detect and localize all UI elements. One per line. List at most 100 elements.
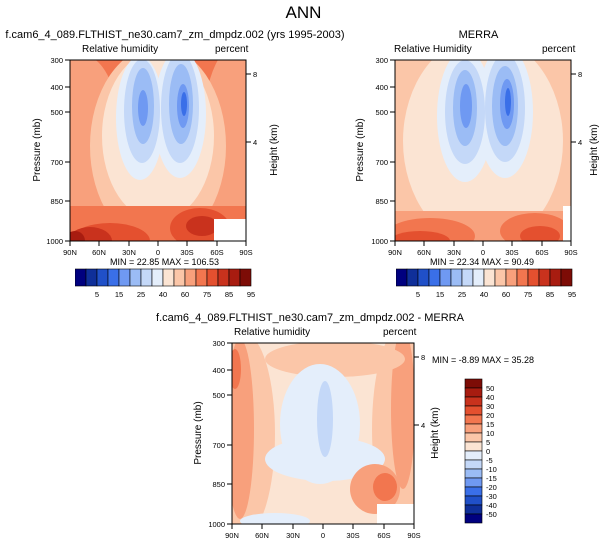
panel1-ytick: 300 <box>50 56 63 65</box>
colorbar-rh-label: 85 <box>225 290 233 299</box>
panel3-xtick: 60N <box>255 531 269 540</box>
colorbar-rh-difference-label: 5 <box>486 438 490 447</box>
colorbar-rh-difference-label: 50 <box>486 384 494 393</box>
panel3-height-tick: 8 <box>421 353 425 362</box>
panel3-units-label: percent <box>383 327 417 338</box>
panel3-xtick: 0 <box>321 531 325 540</box>
panel1-xtick: 30S <box>180 248 193 257</box>
panel1-ylabel-right: Height (km) <box>269 124 280 176</box>
panel2-height-tick: 4 <box>578 138 582 147</box>
colorbar-rh-label: 40 <box>159 290 167 299</box>
colorbar-rh-swatch <box>96 268 109 287</box>
colorbar-rh-label: 75 <box>203 290 211 299</box>
panel2-ytick: 500 <box>375 108 388 117</box>
panel1-units-label: percent <box>215 44 249 55</box>
panel1-xtick: 30N <box>122 248 136 257</box>
panel1-variable-label: Relative humidity <box>82 44 159 55</box>
colorbar-rh-swatch <box>107 268 120 287</box>
colorbar-rh-swatch <box>206 268 219 287</box>
colorbar-rh-swatch <box>228 268 241 287</box>
colorbar-rh-merra-swatch <box>549 268 562 287</box>
panel3-xtick: 90N <box>225 531 239 540</box>
panel3-height-tick: 4 <box>421 421 425 430</box>
panel2-height-tick: 8 <box>578 70 582 79</box>
panel3-ylabel-right: Height (km) <box>430 407 441 459</box>
figure-title: ANN <box>285 3 322 22</box>
colorbar-rh-merra-swatch <box>505 268 518 287</box>
colorbar-rh-merra-swatch <box>516 268 529 287</box>
panel3-variable-label: Relative humidity <box>234 327 311 338</box>
panel3-xtick: 30S <box>346 531 359 540</box>
panel1-height-tick: 8 <box>253 70 257 79</box>
panel3-ytick: 400 <box>212 366 225 375</box>
colorbar-rh-difference-swatch <box>464 459 483 470</box>
colorbar-rh-merra-swatch <box>472 268 485 287</box>
panel2-units-label: percent <box>542 44 576 55</box>
panel2-ytick: 700 <box>375 158 388 167</box>
colorbar-rh-difference-swatch <box>464 432 483 443</box>
panel2-title: MERRA <box>458 29 499 41</box>
colorbar-rh-label: 5 <box>95 290 99 299</box>
colorbar-rh-merra: 5 15 25 40 60 75 85 95 <box>396 268 576 299</box>
colorbar-rh-label: 25 <box>137 290 145 299</box>
panel2-xtick: 60N <box>417 248 431 257</box>
colorbar-rh-merra-label: 25 <box>458 290 466 299</box>
colorbar-rh-merra-label: 95 <box>568 290 576 299</box>
colorbar-rh-difference-label: 0 <box>486 447 490 456</box>
panel2-xtick: 0 <box>481 248 485 257</box>
colorbar-rh-difference-label: -30 <box>486 492 497 501</box>
colorbar-rh-difference-label: 30 <box>486 402 494 411</box>
panel2-xtick: 30N <box>447 248 461 257</box>
colorbar-rh-swatch <box>118 268 131 287</box>
colorbar-rh-swatch <box>85 268 98 287</box>
panel3-title: f.cam6_4_089.FLTHIST_ne30.cam7_zm_dmpdz.… <box>156 312 464 324</box>
colorbar-rh-difference-swatch <box>464 423 483 434</box>
panel3-stats: MIN = -8.89 MAX = 35.28 <box>432 355 535 365</box>
colorbar-rh-merra-swatch <box>483 268 496 287</box>
panel3-xtick: 90S <box>407 531 420 540</box>
colorbar-rh-swatch <box>239 268 252 287</box>
panel2-xtick: 30S <box>505 248 518 257</box>
colorbar-rh-difference-label: 20 <box>486 411 494 420</box>
panel1-ytick: 1000 <box>46 237 63 246</box>
colorbar-rh-merra-label: 40 <box>480 290 488 299</box>
colorbar-rh-merra-label: 15 <box>436 290 444 299</box>
colorbar-rh-swatch <box>217 268 230 287</box>
colorbar-rh-merra-swatch <box>538 268 551 287</box>
panel2-variable-label: Relative Humidity <box>394 44 472 55</box>
colorbar-rh-difference-swatch <box>464 387 483 398</box>
panel2-xtick: 90S <box>564 248 577 257</box>
panel2-plot: 300 400 500 700 850 1000 8 4 90N 60N 30N… <box>355 56 600 257</box>
panel1-xtick: 90S <box>239 248 252 257</box>
colorbar-rh-difference-swatch <box>464 405 483 416</box>
colorbar-rh-difference-label: -50 <box>486 510 497 519</box>
panel3-plot: 300 400 500 700 850 1000 8 4 90N 60N 30N… <box>193 339 441 540</box>
colorbar-rh-label: 15 <box>115 290 123 299</box>
colorbar-rh-merra-swatch <box>406 268 419 287</box>
colorbar-rh-merra-swatch <box>428 268 441 287</box>
colorbar-rh-difference-swatch <box>464 441 483 452</box>
panel1-ytick: 500 <box>50 108 63 117</box>
panel3-ylabel: Pressure (mb) <box>193 401 204 464</box>
colorbar-rh-swatch <box>151 268 164 287</box>
colorbar-rh-difference-swatch <box>464 504 483 515</box>
panel1-xtick: 0 <box>156 248 160 257</box>
panel1-height-tick: 4 <box>253 138 257 147</box>
panel1-xtick: 60N <box>92 248 106 257</box>
colorbar-rh-difference-label: 10 <box>486 429 494 438</box>
panel1-stats: MIN = 22.85 MAX = 106.53 <box>110 257 220 267</box>
colorbar-rh-merra-label: 5 <box>416 290 420 299</box>
colorbar-rh-difference-swatch <box>464 468 483 479</box>
colorbar-rh-difference-label: -10 <box>486 465 497 474</box>
colorbar-rh-swatch <box>75 268 87 287</box>
panel2-ylabel-right: Height (km) <box>589 124 600 176</box>
panel3-ytick: 700 <box>212 441 225 450</box>
colorbar-rh-difference-swatch <box>464 396 483 407</box>
panel1-xtick: 90N <box>63 248 77 257</box>
panel1-title: f.cam6_4_089.FLTHIST_ne30.cam7_zm_dmpdz.… <box>5 29 345 41</box>
colorbar-rh-difference-label: -5 <box>486 456 493 465</box>
colorbar-rh-swatch <box>195 268 208 287</box>
colorbar-rh-difference-label: -20 <box>486 483 497 492</box>
panel1-ytick: 400 <box>50 83 63 92</box>
